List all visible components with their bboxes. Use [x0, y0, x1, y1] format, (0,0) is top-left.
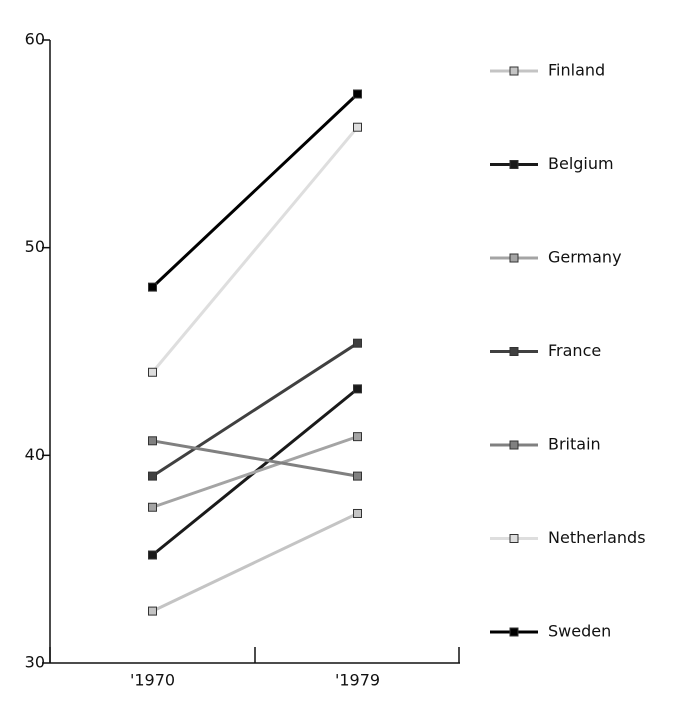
legend-label: Belgium: [548, 154, 614, 173]
x-tick-label: '1979: [335, 671, 380, 690]
point-marker: [353, 122, 362, 132]
point-marker: [148, 436, 157, 446]
series-line: [151, 92, 359, 289]
point-marker: [148, 550, 157, 560]
point-marker: [148, 471, 157, 481]
legend-marker: [509, 160, 519, 169]
point-marker: [353, 432, 362, 442]
legend-label: France: [548, 341, 601, 360]
point-marker: [148, 282, 157, 292]
legend-marker: [509, 66, 519, 76]
point-marker: [353, 471, 362, 481]
legend-marker: [509, 253, 519, 263]
point-marker: [353, 89, 362, 99]
point-marker: [353, 338, 362, 348]
series-line: [151, 126, 359, 374]
legend-marker: [509, 347, 519, 356]
legend-marker: [509, 627, 519, 637]
point-marker: [353, 384, 362, 394]
legend-label: Sweden: [548, 622, 611, 641]
point-marker: [148, 606, 157, 616]
y-tick-label: 40: [25, 445, 45, 464]
legend-label: Finland: [548, 61, 605, 80]
legend-label: Britain: [548, 435, 601, 454]
legend-label: Netherlands: [548, 528, 646, 547]
series-line: [151, 341, 359, 478]
point-marker: [353, 508, 362, 518]
series-line: [152, 435, 358, 509]
point-marker: [148, 502, 157, 512]
legend-marker: [509, 440, 519, 450]
point-marker: [148, 367, 157, 377]
y-tick-label: 50: [25, 237, 45, 256]
legend-label: Germany: [548, 248, 622, 267]
series-line: [151, 512, 359, 613]
legend-marker: [509, 534, 519, 543]
y-tick-label: 60: [25, 30, 45, 49]
x-tick-label: '1970: [130, 671, 175, 690]
y-tick-label: 30: [25, 653, 45, 672]
series-line: [152, 439, 358, 478]
